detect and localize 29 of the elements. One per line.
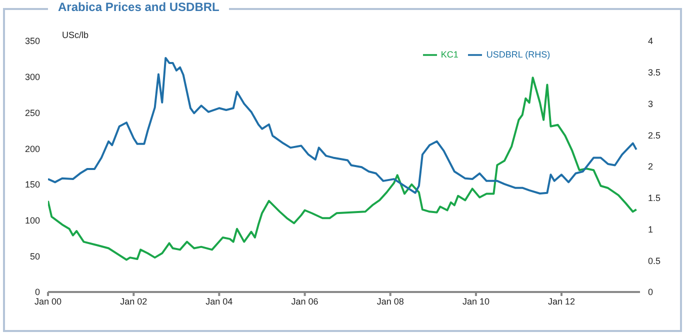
y-tick-label: 100 bbox=[24, 215, 40, 226]
y-axis-title: USc/lb bbox=[62, 30, 89, 40]
y2-tick-label: 2.5 bbox=[648, 130, 661, 140]
x-tick-label: Jan 04 bbox=[206, 296, 233, 306]
y-tick-label: 250 bbox=[24, 108, 40, 118]
y-tick-label: 350 bbox=[24, 36, 40, 46]
y-tick-label: 200 bbox=[24, 144, 40, 154]
y2-tick-label: 3.5 bbox=[648, 68, 661, 78]
line-series bbox=[48, 76, 638, 261]
y2-tick-label: 1 bbox=[648, 224, 654, 234]
y-tick-label: 0 bbox=[34, 287, 40, 298]
y2-tick-label: 2 bbox=[648, 162, 654, 172]
legend-label: KC1 bbox=[440, 49, 458, 60]
x-tick-label: Jan 06 bbox=[291, 296, 318, 306]
legend-label: USDBRL (RHS) bbox=[486, 49, 550, 60]
x-tick-label: Jan 10 bbox=[462, 296, 490, 306]
y2-tick-label: 0 bbox=[648, 287, 654, 298]
x-tick-label: Jan 12 bbox=[548, 296, 576, 306]
y-tick-label: 50 bbox=[30, 251, 40, 262]
y-tick-label: 300 bbox=[24, 72, 40, 82]
chart-title: Arabica Prices and USDBRL bbox=[48, 0, 230, 14]
y2-tick-label: 1.5 bbox=[648, 193, 661, 204]
y2-tick-label: 4 bbox=[648, 36, 654, 46]
y2-tick-label: 3 bbox=[648, 98, 654, 109]
x-tick-label: Jan 02 bbox=[120, 296, 148, 306]
x-tick-label: Jan 00 bbox=[34, 296, 62, 306]
x-tick-label: Jan 08 bbox=[376, 296, 404, 306]
y-tick-label: 150 bbox=[24, 180, 40, 190]
y2-tick-label: 0.5 bbox=[648, 256, 661, 266]
